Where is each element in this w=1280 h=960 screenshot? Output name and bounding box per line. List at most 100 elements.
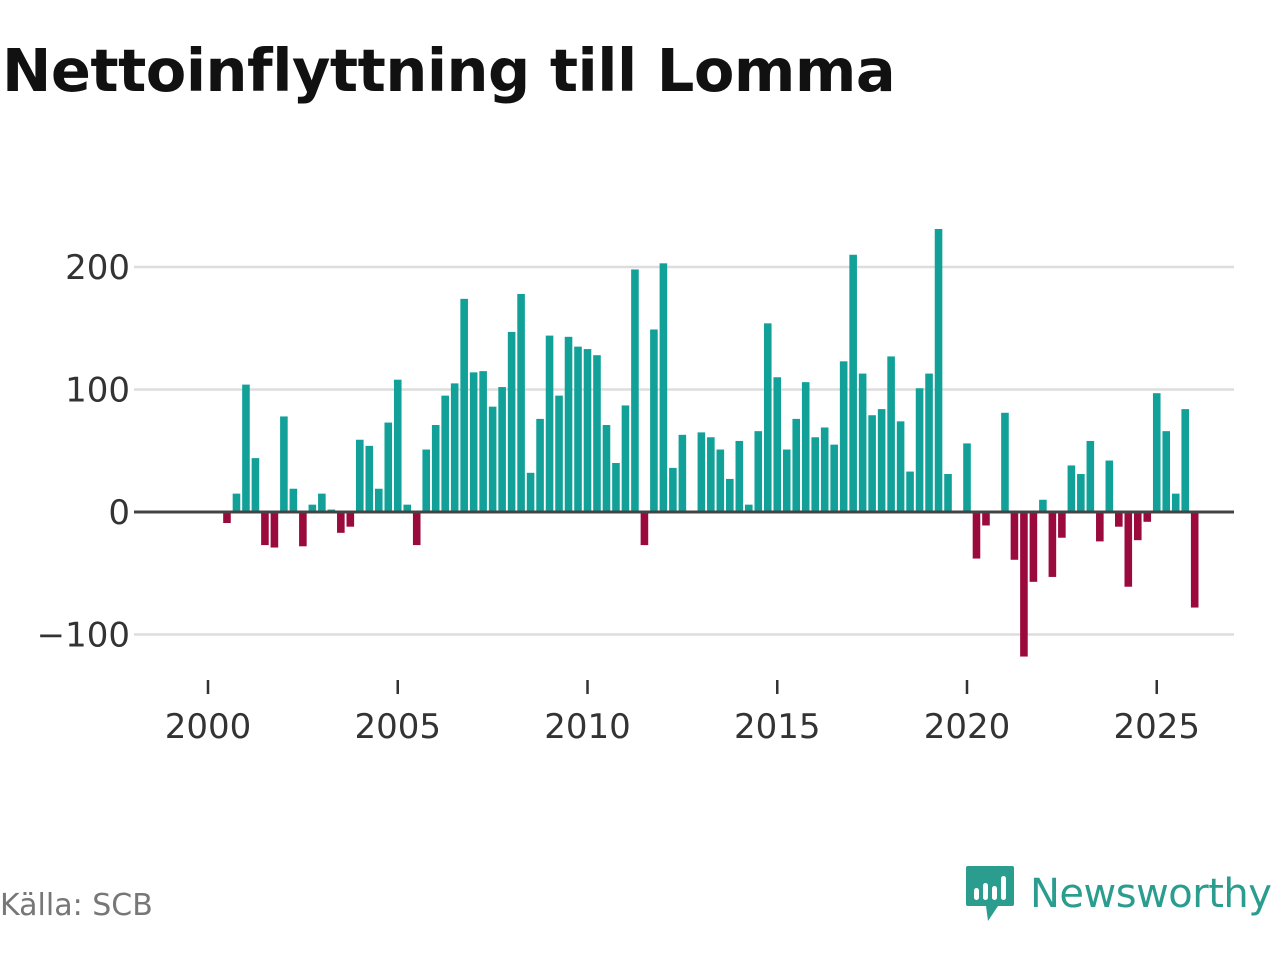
bar — [441, 395, 449, 513]
source-label: Källa: SCB — [0, 888, 153, 923]
bar — [356, 439, 364, 513]
bar — [659, 263, 668, 512]
bar — [583, 349, 592, 512]
bar — [1029, 512, 1038, 582]
bar — [318, 493, 326, 513]
bar — [1143, 512, 1152, 522]
bar — [849, 254, 857, 512]
bars — [223, 229, 1199, 657]
bar — [621, 405, 630, 513]
bar — [650, 329, 658, 513]
bar — [526, 472, 535, 512]
bar — [830, 444, 838, 513]
bar — [517, 293, 525, 512]
bar — [944, 474, 952, 512]
bar — [393, 379, 402, 512]
bar — [1171, 493, 1180, 513]
bar — [555, 395, 563, 513]
y-tick-label: 100 — [65, 371, 130, 411]
bar — [631, 269, 639, 512]
bar — [801, 382, 810, 512]
bar — [1001, 412, 1009, 512]
brand-name: Newsworthy — [1030, 871, 1272, 917]
bar — [716, 449, 725, 512]
bar — [1039, 499, 1047, 512]
bar — [858, 373, 867, 512]
x-tick-label: 2020 — [924, 707, 1011, 747]
bar — [934, 229, 943, 512]
bar — [896, 421, 905, 512]
bar — [1162, 431, 1171, 512]
bar — [763, 323, 772, 512]
bar — [403, 504, 412, 512]
bar — [1077, 474, 1085, 512]
axes: 200 100 0 −100 2000 2005 2010 2015 2020 2025 — [37, 248, 1234, 747]
bar — [602, 425, 611, 512]
bar — [261, 512, 269, 546]
bar — [337, 512, 345, 533]
bar — [308, 504, 317, 512]
bar — [915, 388, 924, 512]
newsworthy-logo-icon — [966, 866, 1014, 921]
bar — [593, 355, 601, 512]
bar — [270, 512, 279, 548]
bar — [678, 434, 687, 512]
bar — [536, 418, 544, 512]
x-tick-label: 2000 — [165, 707, 252, 747]
bar — [792, 418, 801, 512]
bar — [374, 488, 383, 513]
y-tick-label: −100 — [37, 616, 130, 656]
bar — [488, 406, 497, 512]
brand-logo[interactable]: Newsworthy — [964, 864, 1272, 924]
y-tick-label: 0 — [108, 493, 130, 533]
bar — [251, 458, 260, 512]
bar — [422, 449, 431, 512]
x-tick-label: 2025 — [1113, 707, 1200, 747]
bar — [574, 346, 582, 513]
bar — [906, 471, 914, 512]
bar — [820, 427, 829, 513]
bar — [1067, 465, 1076, 512]
bar — [498, 387, 506, 512]
bar — [982, 512, 990, 526]
bar — [232, 493, 241, 513]
bar — [223, 512, 231, 524]
bar — [384, 422, 393, 512]
bar — [773, 377, 782, 512]
bar — [972, 512, 981, 559]
y-tick-label: 200 — [65, 248, 130, 288]
bar — [1020, 512, 1028, 657]
bar — [887, 356, 895, 512]
bar — [1086, 440, 1095, 512]
bar — [346, 512, 355, 527]
bar — [1181, 409, 1190, 512]
bar — [726, 478, 734, 513]
bar — [1048, 512, 1057, 577]
bar — [877, 409, 886, 512]
gridlines — [134, 265, 1234, 636]
bar — [811, 437, 819, 512]
bar — [242, 384, 250, 512]
bar — [697, 432, 706, 513]
bar — [507, 331, 516, 512]
bar — [1124, 512, 1133, 587]
bar — [545, 335, 554, 512]
bar — [1190, 512, 1199, 608]
bar — [431, 425, 440, 512]
bar — [839, 361, 848, 512]
x-tick-label: 2010 — [544, 707, 631, 747]
bar — [1133, 512, 1142, 541]
bar — [868, 415, 876, 513]
bar — [925, 373, 933, 512]
bar — [460, 298, 468, 512]
bar — [1010, 512, 1019, 560]
bar — [754, 431, 763, 512]
bar — [612, 463, 620, 512]
bar — [669, 467, 677, 512]
bar — [564, 336, 573, 512]
chart-title: Nettoinflyttning till Lomma — [2, 36, 896, 105]
bar — [280, 416, 288, 512]
bar — [1058, 512, 1066, 538]
x-tick-label: 2005 — [354, 707, 441, 747]
